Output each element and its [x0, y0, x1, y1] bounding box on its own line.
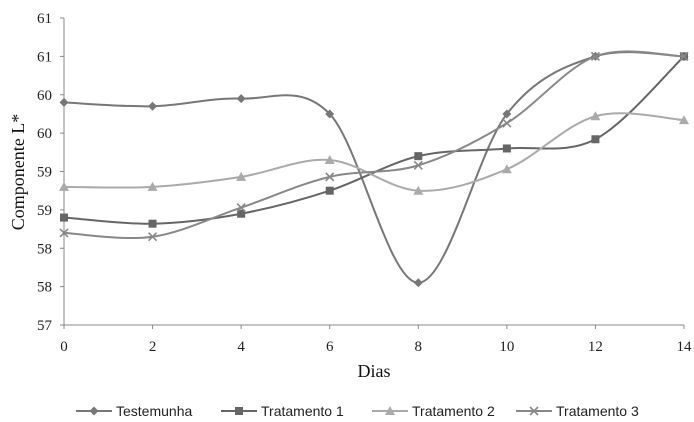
data-point: [679, 115, 689, 125]
legend-label: Tratamento 3: [556, 403, 639, 419]
series-line: [63, 51, 685, 284]
series-testemunha: [59, 51, 689, 288]
series-line: [63, 112, 685, 192]
y-tick-label: 61: [37, 49, 52, 65]
series-layer: [59, 50, 689, 288]
data-point: [679, 51, 689, 61]
y-tick-label: 59: [37, 165, 52, 181]
data-point: [236, 171, 247, 181]
data-point: [325, 109, 335, 119]
y-tick-label: 60: [37, 88, 52, 104]
legend-marker: [235, 407, 243, 415]
series-tratamento-1: [60, 52, 688, 228]
x-tick-label: 12: [588, 339, 603, 355]
data-point: [60, 213, 68, 222]
data-point: [502, 109, 512, 119]
x-tick-label: 2: [149, 339, 157, 355]
data-point: [148, 101, 158, 111]
legend-marker: [385, 406, 395, 415]
legend-item: Tratamento 3: [516, 403, 639, 419]
x-tick-label: 6: [326, 339, 334, 355]
y-tick-label: 59: [37, 203, 52, 219]
data-point: [413, 185, 424, 195]
legend-marker: [529, 406, 539, 416]
data-point: [590, 111, 601, 121]
legend-item: Tratamento 1: [221, 403, 344, 419]
data-point: [59, 97, 69, 107]
data-point: [325, 172, 335, 182]
data-point: [413, 160, 423, 170]
series-line: [63, 55, 685, 225]
data-point: [414, 152, 423, 161]
x-tick-label: 0: [60, 339, 68, 355]
legend-label: Tratamento 2: [412, 403, 495, 419]
x-tick-label: 14: [677, 339, 693, 355]
y-tick-label: 58: [37, 241, 52, 257]
series-tratamento-3: [59, 50, 689, 242]
y-tick-label: 58: [37, 280, 52, 296]
y-tick-labels: 57 58 58 59 59 60 60 61 61: [37, 11, 64, 334]
data-point: [59, 181, 69, 191]
data-point: [59, 228, 69, 238]
series-tratamento-2: [59, 111, 689, 195]
x-tick-label: 4: [237, 339, 245, 355]
legend-label: Tratamento 1: [261, 403, 344, 419]
data-point: [148, 219, 157, 228]
legend-item: Tratamento 2: [372, 403, 495, 419]
y-tick-label: 60: [37, 126, 52, 142]
y-tick-label: 57: [37, 318, 53, 334]
data-point: [148, 232, 158, 242]
data-point: [236, 94, 246, 104]
x-tick-label: 10: [499, 339, 514, 355]
x-tick-label: 8: [415, 339, 423, 355]
legend-label: Testemunha: [116, 403, 192, 419]
y-axis-title: Componente L*: [8, 114, 28, 230]
x-tick-labels: 0 2 4 6 8 10 12 14: [60, 325, 692, 355]
data-point: [502, 144, 511, 153]
data-point: [324, 154, 335, 164]
series-line: [63, 50, 685, 240]
data-point: [325, 186, 334, 195]
x-axis-title: Dias: [358, 361, 391, 381]
data-point: [147, 181, 158, 191]
legend-marker: [89, 406, 99, 416]
data-point: [590, 51, 600, 61]
y-tick-label: 61: [37, 11, 52, 27]
data-point: [591, 135, 600, 144]
data-point: [502, 118, 512, 128]
chart-legend: Testemunha Tratamento 1 Tratamento 2 Tratam…: [76, 403, 639, 419]
data-point: [236, 203, 246, 213]
data-point: [237, 209, 246, 218]
legend-item: Testemunha: [76, 403, 192, 419]
data-point: [413, 278, 423, 288]
data-point: [501, 164, 512, 174]
